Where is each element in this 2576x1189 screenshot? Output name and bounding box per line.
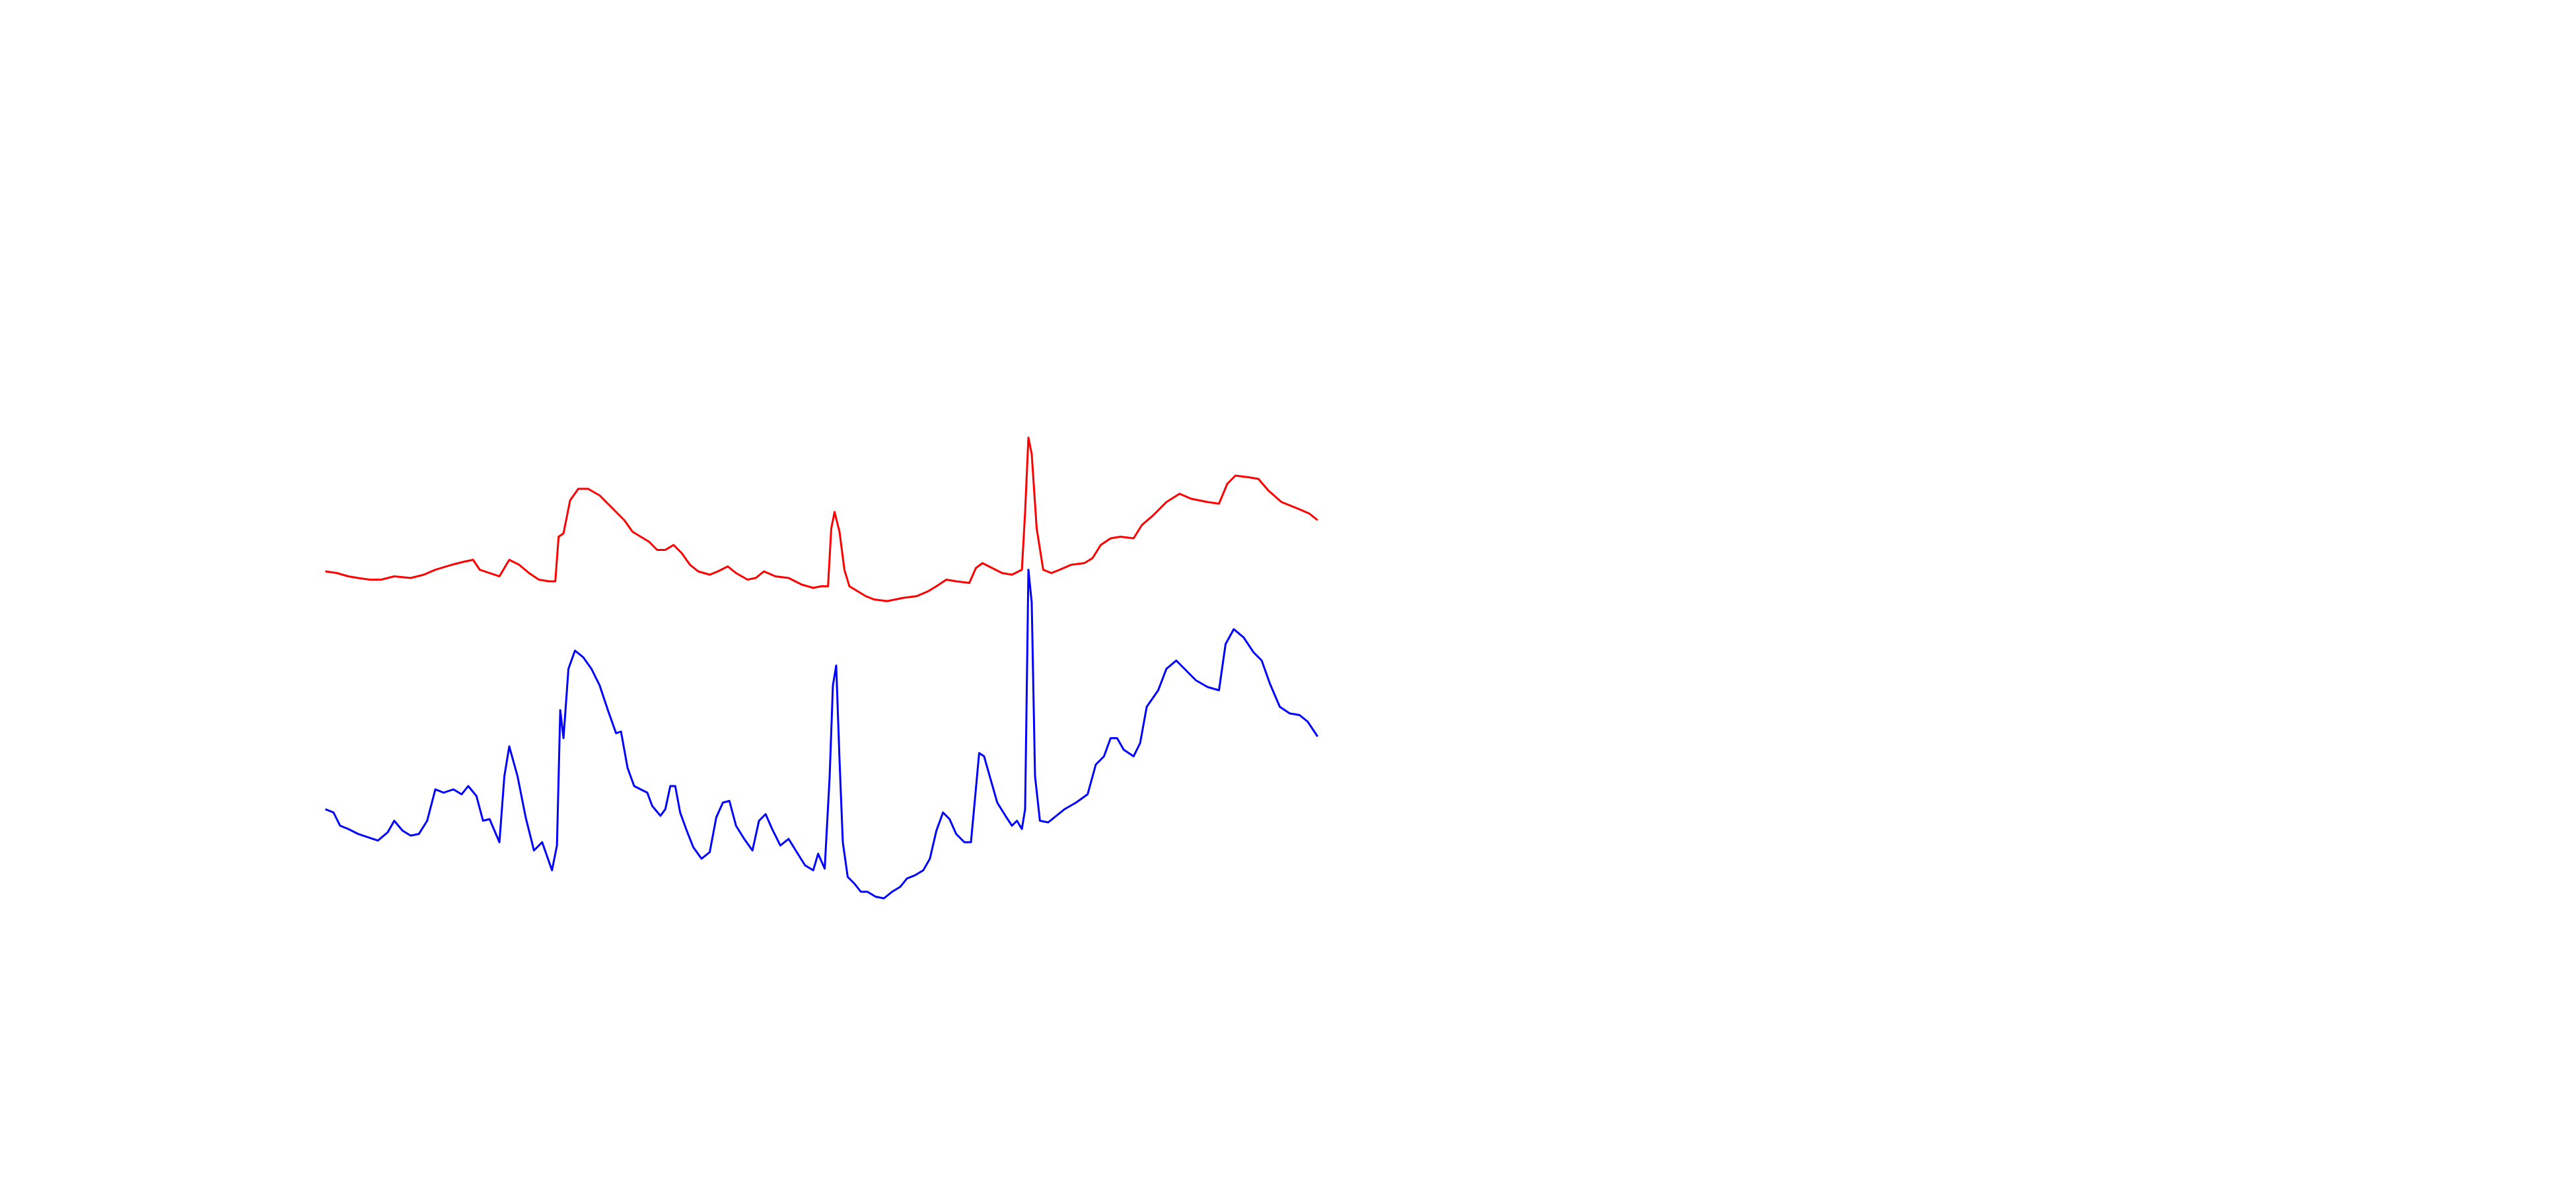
line-series <box>325 437 1318 602</box>
line-series <box>324 569 1319 900</box>
